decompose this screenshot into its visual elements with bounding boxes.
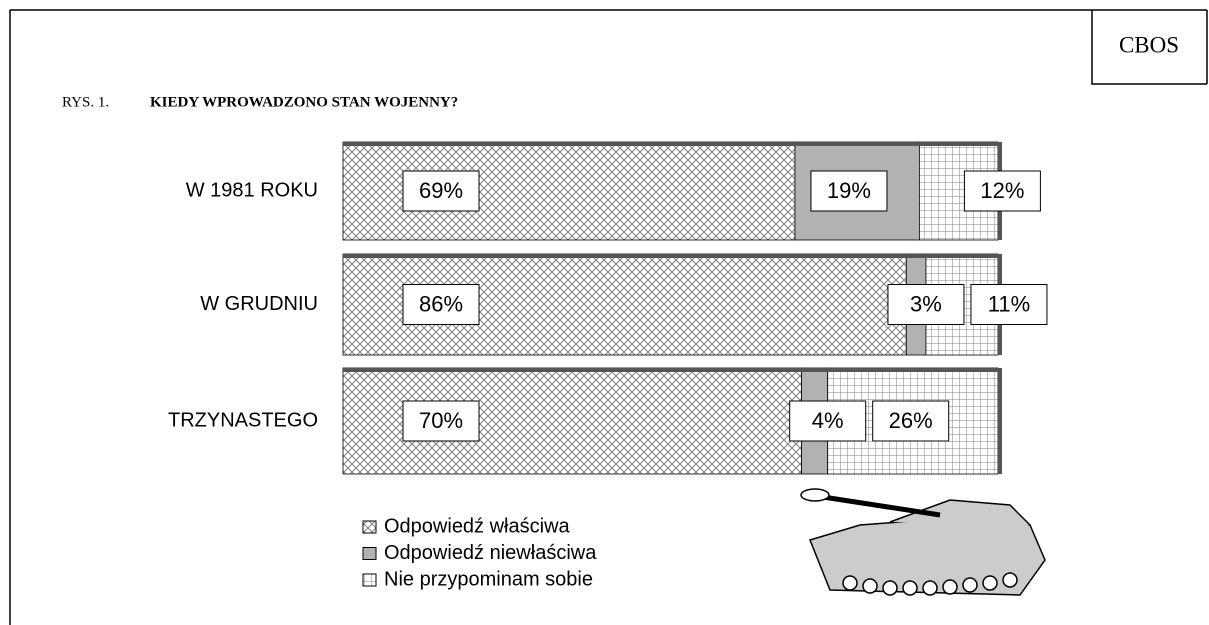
value-label: 19%: [827, 178, 871, 203]
source: CBOS: [1119, 32, 1179, 57]
legend-label: Odpowiedź niewłaściwa: [384, 542, 597, 564]
category-label: W 1981 ROKU: [186, 179, 318, 201]
value-label: 86%: [419, 291, 463, 316]
value-label: 69%: [419, 178, 463, 203]
legend-swatch: [363, 548, 376, 560]
bar-top-edge: [343, 142, 998, 146]
legend-label: Odpowiedź właściwa: [384, 515, 571, 537]
legend-swatch: [363, 521, 376, 533]
legend-swatch: [363, 574, 376, 586]
figure-label: RYS. 1.: [62, 94, 109, 110]
value-label: 26%: [889, 408, 933, 433]
value-label: 12%: [980, 178, 1024, 203]
value-label: 70%: [419, 408, 463, 433]
legend: Odpowiedź właściwa Odpowiedź niewłaściwa N…: [363, 515, 597, 590]
bar-top-edge: [343, 368, 998, 372]
plot: W 1981 ROKU 69% 19% 12% W GRUDNIU 86% 3% 11% TRZ…: [168, 142, 1047, 474]
value-label: 11%: [988, 291, 1030, 316]
bar-top-edge: [343, 254, 998, 258]
bar-side-edge: [998, 368, 1002, 474]
chart-title: KIEDY WPROWADZONO STAN WOJENNY?: [150, 94, 458, 110]
legend-label: Nie przypominam sobie: [384, 568, 593, 590]
value-label: 3%: [910, 291, 942, 316]
tank-illustration: [801, 489, 1045, 595]
category-label: TRZYNASTEGO: [168, 409, 318, 431]
category-label: W GRUDNIU: [200, 293, 318, 315]
value-label: 4%: [812, 408, 844, 433]
chart: CBOS RYS. 1. KIEDY WPROWADZONO STAN WOJE…: [0, 0, 1209, 625]
